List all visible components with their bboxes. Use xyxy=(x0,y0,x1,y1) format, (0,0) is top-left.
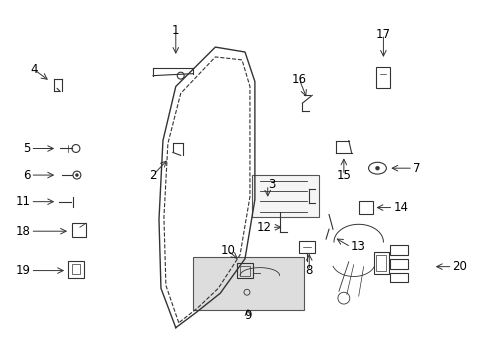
Bar xyxy=(389,259,407,269)
Text: 19: 19 xyxy=(16,264,30,277)
Text: 14: 14 xyxy=(392,201,407,214)
Bar xyxy=(251,175,319,217)
Text: 12: 12 xyxy=(256,221,271,234)
Circle shape xyxy=(75,174,78,176)
Text: 5: 5 xyxy=(23,142,30,155)
Text: 7: 7 xyxy=(412,162,420,175)
Bar xyxy=(240,266,249,275)
Text: 17: 17 xyxy=(375,28,390,41)
Bar xyxy=(376,255,386,271)
Bar xyxy=(389,245,407,255)
Text: 20: 20 xyxy=(452,260,467,273)
Bar xyxy=(237,263,252,278)
Text: 1: 1 xyxy=(172,24,179,37)
Text: 6: 6 xyxy=(23,168,30,181)
Text: 2: 2 xyxy=(149,168,157,181)
Text: 9: 9 xyxy=(244,309,251,322)
Bar xyxy=(72,264,80,274)
Text: 11: 11 xyxy=(16,195,30,208)
Bar xyxy=(72,223,86,237)
Text: 4: 4 xyxy=(31,63,38,76)
Bar xyxy=(68,261,83,278)
Text: 3: 3 xyxy=(267,179,275,192)
Circle shape xyxy=(375,166,379,170)
Text: 16: 16 xyxy=(291,73,306,86)
Bar xyxy=(389,273,407,282)
Bar xyxy=(192,257,304,310)
Text: 15: 15 xyxy=(336,168,350,181)
Bar xyxy=(376,67,389,89)
Text: 10: 10 xyxy=(220,244,235,257)
Bar xyxy=(358,201,372,215)
Bar xyxy=(299,241,315,253)
Bar xyxy=(373,252,388,274)
Text: 18: 18 xyxy=(16,225,30,238)
Text: 8: 8 xyxy=(305,264,312,277)
Text: 13: 13 xyxy=(350,240,365,253)
